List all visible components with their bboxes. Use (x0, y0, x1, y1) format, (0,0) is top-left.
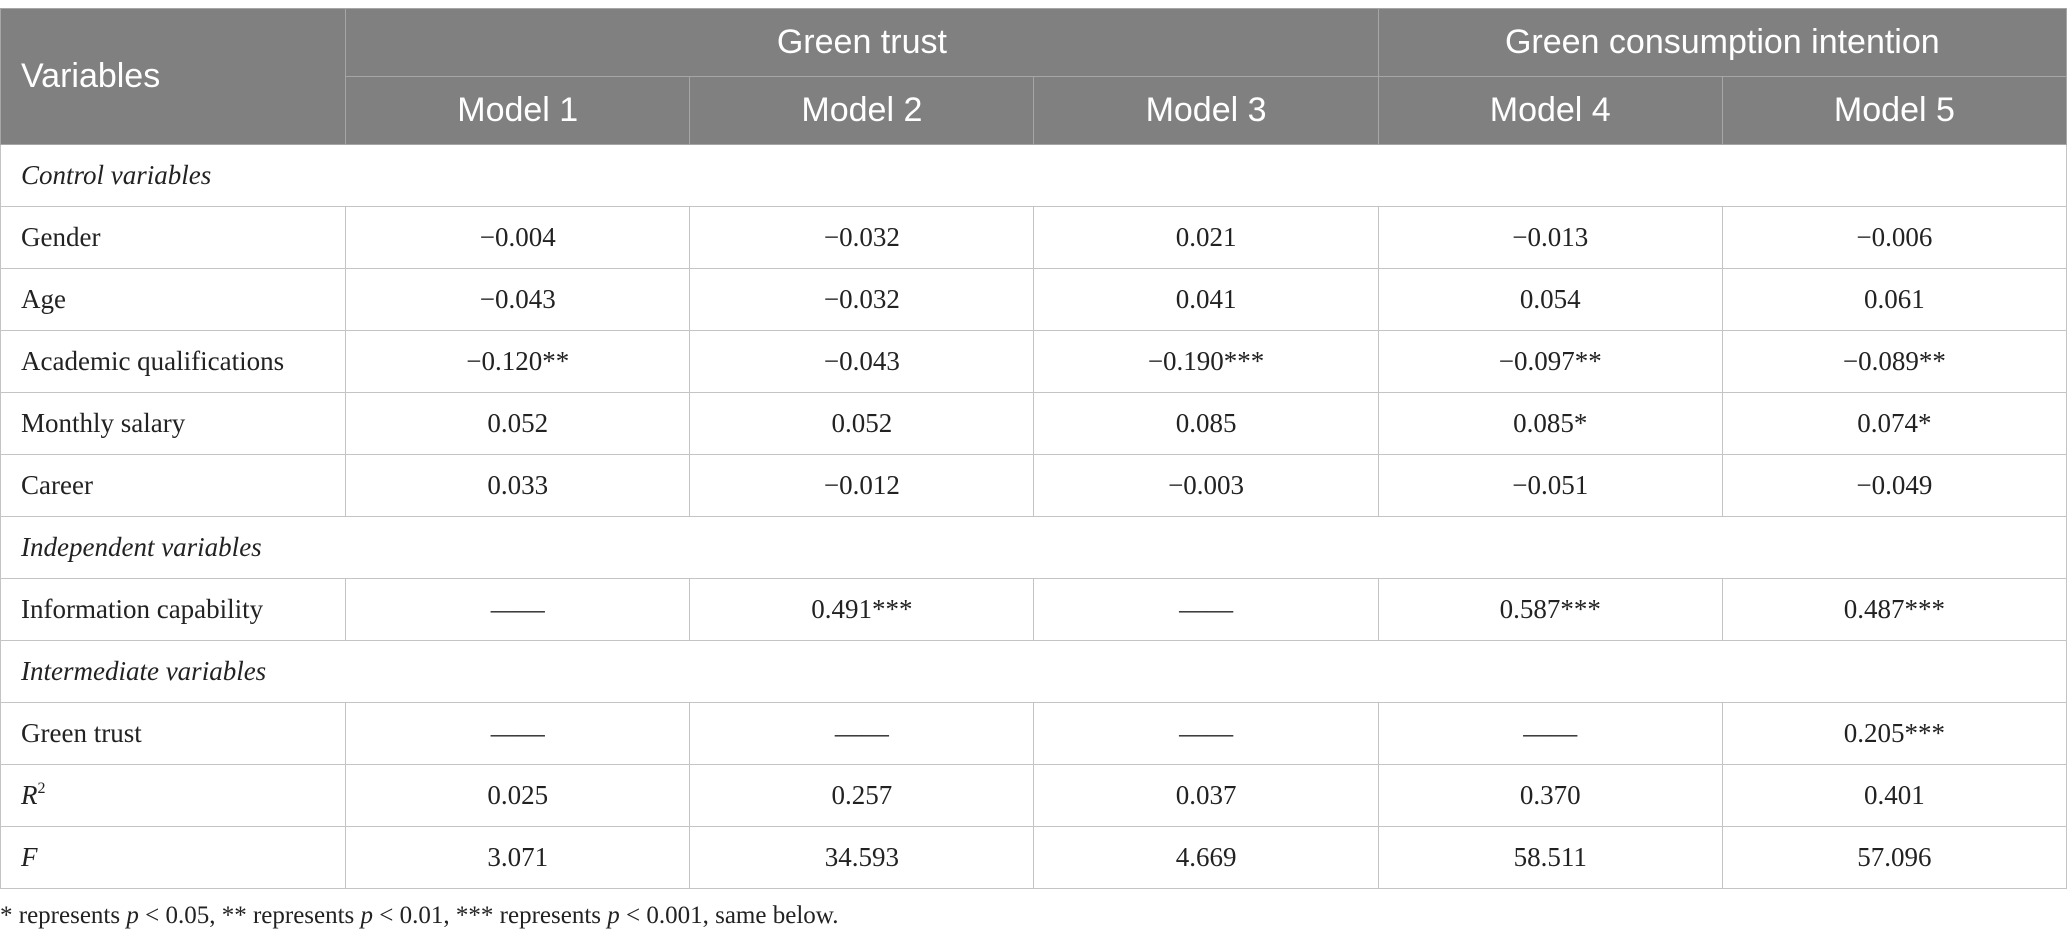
table-row: R2 0.025 0.257 0.037 0.370 0.401 (0, 764, 2067, 827)
cell-model-4: 0.054 (1377, 268, 1723, 331)
green-consumption-intention-group-header: Green consumption intention (1377, 8, 2067, 77)
row-label: Career (0, 454, 347, 517)
cell-model-1: 0.052 (345, 392, 691, 455)
section-label: Control variables (0, 144, 2067, 207)
cell-model-4: 0.370 (1377, 764, 1723, 827)
cell-model-2: 0.052 (689, 392, 1035, 455)
cell-model-5: −0.006 (1721, 206, 2067, 269)
table-body: Control variables Gender −0.004 −0.032 0.021… (0, 144, 2067, 889)
stat-superscript: 2 (37, 780, 46, 797)
variables-header: Variables (0, 8, 347, 145)
regression-table-container: Variables Green trust Green consumption … (0, 8, 2067, 889)
model-2-header: Model 2 (689, 76, 1035, 145)
cell-model-3: 0.037 (1033, 764, 1379, 827)
section-row: Independent variables (0, 516, 2067, 579)
cell-model-1: —— (345, 578, 691, 641)
section-row: Control variables (0, 144, 2067, 207)
row-label: Gender (0, 206, 347, 269)
cell-model-2: —— (689, 702, 1035, 765)
cell-model-3: 0.041 (1033, 268, 1379, 331)
cell-model-5: 0.401 (1721, 764, 2067, 827)
cell-model-5: 0.061 (1721, 268, 2067, 331)
stat-symbol: R (21, 780, 38, 810)
regression-table: Variables Green trust Green consumption … (0, 8, 2067, 889)
table-row: Career 0.033 −0.012 −0.003 −0.051 −0.049 (0, 454, 2067, 517)
table-row: Gender −0.004 −0.032 0.021 −0.013 −0.006 (0, 206, 2067, 269)
cell-model-2: 34.593 (689, 826, 1035, 889)
cell-model-4: −0.013 (1377, 206, 1723, 269)
cell-model-4: —— (1377, 702, 1723, 765)
cell-model-1: −0.004 (345, 206, 691, 269)
footnote-text: < 0.001, same below. (619, 902, 839, 929)
section-label: Intermediate variables (0, 640, 2067, 703)
cell-model-2: 0.491*** (689, 578, 1035, 641)
cell-model-1: 3.071 (345, 826, 691, 889)
model-4-header: Model 4 (1377, 76, 1723, 145)
table-row: Green trust —— —— —— —— 0.205*** (0, 702, 2067, 765)
cell-model-4: −0.051 (1377, 454, 1723, 517)
cell-model-2: −0.032 (689, 268, 1035, 331)
cell-model-2: −0.012 (689, 454, 1035, 517)
footnote-text: * represents (0, 902, 127, 929)
cell-model-5: 0.205*** (1721, 702, 2067, 765)
row-label: Monthly salary (0, 392, 347, 455)
cell-model-1: 0.033 (345, 454, 691, 517)
cell-model-3: —— (1033, 702, 1379, 765)
table-footnote: * represents p < 0.05, ** represents p <… (0, 902, 838, 930)
cell-model-1: —— (345, 702, 691, 765)
p-symbol: p (126, 902, 139, 929)
cell-model-5: 57.096 (1721, 826, 2067, 889)
cell-model-3: —— (1033, 578, 1379, 641)
row-label: Academic qualifications (0, 330, 347, 393)
p-symbol: p (360, 902, 374, 929)
cell-model-2: 0.257 (689, 764, 1035, 827)
table-row: Information capability —— 0.491*** —— 0.587*… (0, 578, 2067, 641)
cell-model-4: 58.511 (1377, 826, 1723, 889)
section-row: Intermediate variables (0, 640, 2067, 703)
cell-model-1: −0.043 (345, 268, 691, 331)
cell-model-3: 0.021 (1033, 206, 1379, 269)
cell-model-1: −0.120** (345, 330, 691, 393)
cell-model-3: −0.190*** (1033, 330, 1379, 393)
p-symbol: p (607, 902, 620, 929)
cell-model-4: 0.587*** (1377, 578, 1723, 641)
row-label: Age (0, 268, 347, 331)
cell-model-2: −0.043 (689, 330, 1035, 393)
table-row: Monthly salary 0.052 0.052 0.085 0.085* 0.074… (0, 392, 2067, 455)
footnote-text: < 0.01, *** represents (373, 902, 608, 929)
table-row: Academic qualifications −0.120** −0.043 −0.… (0, 330, 2067, 393)
cell-model-2: −0.032 (689, 206, 1035, 269)
cell-model-5: −0.049 (1721, 454, 2067, 517)
model-5-header: Model 5 (1721, 76, 2067, 145)
model-3-header: Model 3 (1033, 76, 1379, 145)
cell-model-5: −0.089** (1721, 330, 2067, 393)
green-trust-group-header: Green trust (345, 8, 1379, 77)
row-label: R2 (0, 764, 347, 827)
footnote-text: < 0.05, ** represents (138, 902, 361, 929)
cell-model-4: 0.085* (1377, 392, 1723, 455)
stat-symbol: F (21, 842, 38, 872)
cell-model-4: −0.097** (1377, 330, 1723, 393)
cell-model-5: 0.074* (1721, 392, 2067, 455)
table-row: Age −0.043 −0.032 0.041 0.054 0.061 (0, 268, 2067, 331)
row-label: F (0, 826, 347, 889)
cell-model-3: 4.669 (1033, 826, 1379, 889)
row-label: Green trust (0, 702, 347, 765)
cell-model-3: 0.085 (1033, 392, 1379, 455)
section-label: Independent variables (0, 516, 2067, 579)
cell-model-5: 0.487*** (1721, 578, 2067, 641)
cell-model-1: 0.025 (345, 764, 691, 827)
cell-model-3: −0.003 (1033, 454, 1379, 517)
table-row: F 3.071 34.593 4.669 58.511 57.096 (0, 826, 2067, 889)
table-header: Variables Green trust Green consumption … (0, 8, 2067, 145)
row-label: Information capability (0, 578, 347, 641)
model-1-header: Model 1 (345, 76, 691, 145)
